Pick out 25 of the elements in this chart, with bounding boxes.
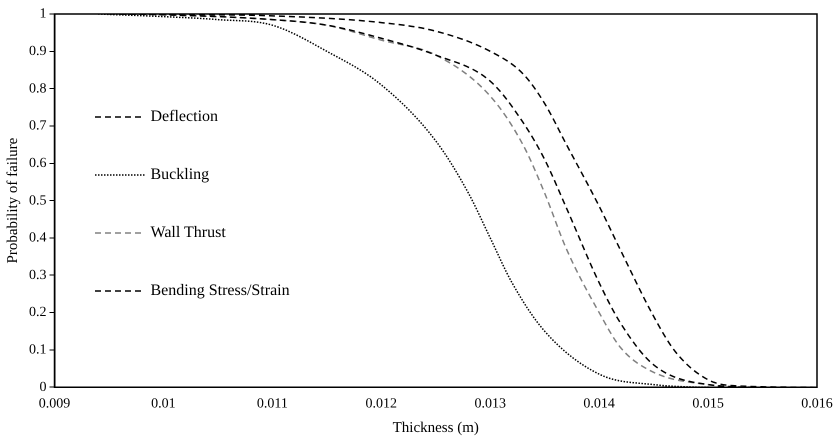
y-tick-label: 0 (40, 380, 46, 395)
y-tick-label: 1 (40, 6, 46, 22)
y-tick-label: 0.1 (29, 342, 46, 358)
legend-label: Buckling (150, 166, 210, 184)
x-tick-label: 0.016 (801, 396, 833, 412)
x-axis-title: Thickness (m) (392, 420, 479, 436)
x-tick-label: 0.012 (366, 396, 398, 412)
x-tick-label: 0.009 (38, 396, 70, 412)
x-tick-label: 0.011 (256, 396, 288, 412)
legend-label: Wall Thrust (150, 224, 226, 242)
y-tick-label: 0.6 (29, 156, 46, 171)
y-tick-label: 0.7 (29, 118, 46, 134)
y-tick-label: 0.4 (29, 230, 46, 246)
y-tick-label: 0.3 (29, 268, 46, 283)
y-tick-label: 0.5 (29, 193, 46, 208)
y-tick-label: 0.2 (29, 305, 46, 320)
x-tick-label: 0.015 (692, 396, 724, 412)
x-tick-label: 0.014 (583, 396, 615, 412)
legend-label: Deflection (150, 108, 218, 126)
y-tick-label: 0.8 (29, 81, 46, 96)
x-tick-label: 0.013 (474, 396, 506, 412)
y-axis-title: Probability of failure (4, 137, 21, 264)
y-tick-label: 0.9 (29, 44, 46, 59)
x-tick-label: 0.01 (151, 396, 176, 412)
legend-label: Bending Stress/Strain (150, 282, 290, 300)
